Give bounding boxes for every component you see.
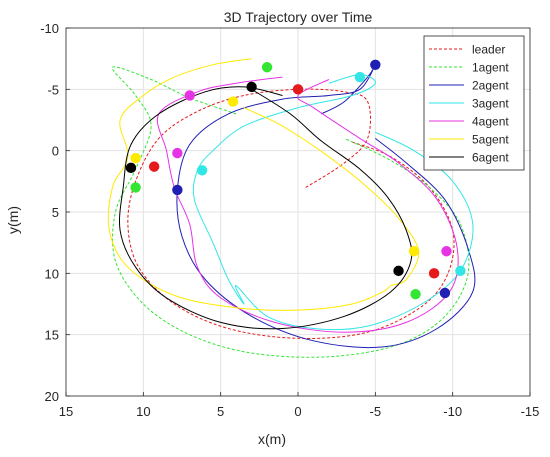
x-tick-label: -15 (521, 404, 540, 419)
x-tick-label: -5 (370, 404, 382, 419)
marker-4agent (184, 90, 195, 101)
marker-layer (125, 59, 466, 300)
legend-label-4agent: 4agent (472, 115, 509, 129)
series-line-1agent (111, 66, 470, 358)
marker-2agent (370, 59, 381, 70)
legend-label-3agent: 3agent (472, 97, 509, 111)
y-tick-label: 20 (45, 389, 59, 404)
legend-label-6agent: 6agent (472, 151, 509, 165)
marker-5agent (408, 246, 420, 257)
marker-2agent (439, 287, 451, 299)
marker-3agent (354, 71, 366, 83)
marker-leader (292, 84, 304, 95)
y-tick-label: -5 (47, 82, 59, 97)
legend: leader 1agent 2agent 3agent 4agent 5agent 6age… (423, 35, 525, 171)
x-axis-label: x(m) (258, 431, 286, 447)
marker-6agent (246, 81, 257, 93)
marker-leader (148, 161, 160, 172)
marker-5agent (227, 96, 239, 107)
legend-label-5agent: 5agent (472, 133, 509, 147)
y-tick-label: -10 (40, 21, 59, 36)
legend-label-1agent: 1agent (472, 61, 509, 75)
marker-1agent (261, 62, 273, 73)
marker-5agent (130, 152, 141, 164)
x-tick-label: 10 (136, 404, 150, 419)
y-tick-label: 10 (45, 266, 59, 281)
marker-4agent (172, 147, 183, 159)
marker-4agent (441, 246, 452, 257)
marker-3agent (455, 265, 466, 277)
x-tick-label: 15 (59, 404, 73, 419)
marker-1agent (410, 288, 421, 300)
series-layer (107, 58, 476, 358)
x-tick-label: 5 (217, 404, 224, 419)
series-line-3agent (192, 74, 474, 331)
x-tick-label: -10 (443, 404, 462, 419)
series-line-5agent (107, 58, 420, 311)
marker-2agent (172, 184, 183, 196)
marker-1agent (130, 182, 141, 193)
y-tick-label: 5 (52, 205, 59, 220)
marker-6agent (125, 162, 137, 174)
series-line-leader (127, 88, 455, 339)
series-line-6agent (118, 86, 413, 330)
marker-3agent (196, 165, 208, 176)
series-line-2agent (176, 64, 476, 349)
y-tick-label: 0 (52, 144, 59, 159)
chart-title: 3D Trajectory over Time (224, 9, 373, 25)
series-line-4agent (156, 76, 459, 333)
legend-label-leader: leader (472, 43, 505, 57)
x-tick-label: 0 (294, 404, 301, 419)
y-tick-label: 15 (45, 328, 59, 343)
legend-label-2agent: 2agent (472, 79, 509, 93)
y-axis-label: y(m) (5, 206, 21, 234)
marker-leader (428, 268, 440, 279)
marker-6agent (393, 265, 404, 277)
